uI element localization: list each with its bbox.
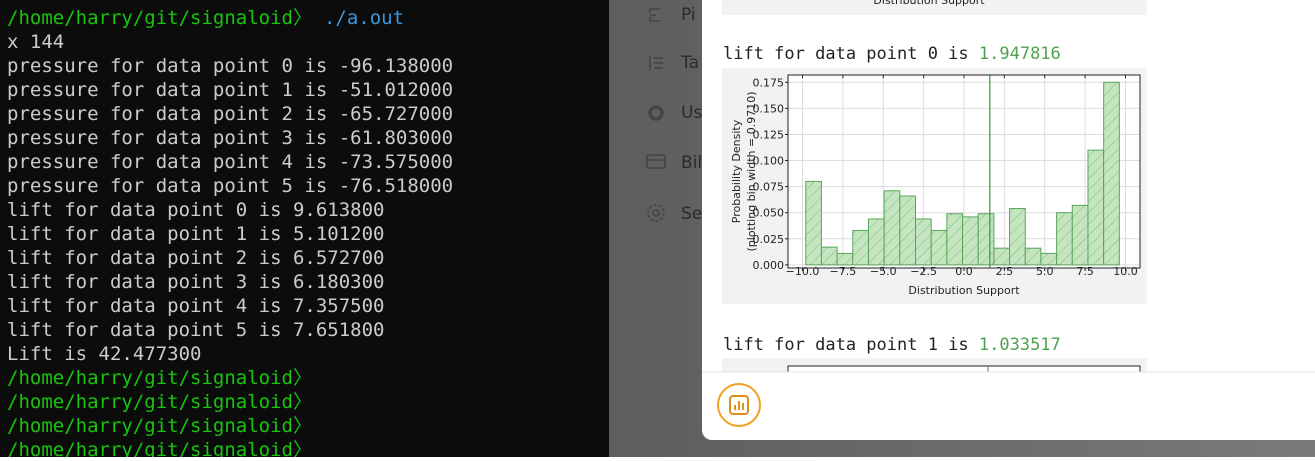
command: ./a.out <box>324 7 404 29</box>
sidebar-item[interactable]: Bil <box>681 153 702 173</box>
x-tick-label: 7.5 <box>1076 265 1094 278</box>
output-line: lift for data point 1 is 5.101200 <box>7 223 385 245</box>
result-line: lift for data point 1 is 1.033517 <box>723 335 1061 355</box>
prompt: /home/harry/git/signaloid〉 <box>7 439 312 457</box>
x-tick-label: −2.5 <box>910 265 937 278</box>
result-label: lift for data point 1 is <box>723 335 969 355</box>
sidebar-item[interactable]: Se <box>681 204 702 224</box>
histogram-bar <box>1071 204 1089 266</box>
x-tick-label: 10.0 <box>1113 265 1138 278</box>
output-line: pressure for data point 2 is -65.727000 <box>7 103 453 125</box>
output-line: lift for data point 4 is 7.357500 <box>7 295 385 317</box>
histogram-bar <box>867 218 885 266</box>
output-line: lift for data point 3 is 6.180300 <box>7 271 385 293</box>
terminal <box>0 0 609 457</box>
output-line: pressure for data point 5 is -76.518000 <box>7 175 453 197</box>
histogram-bar <box>977 213 995 266</box>
result-value: 1.947816 <box>979 44 1061 64</box>
y-axis-label: (plotting bin width = 0.9710) <box>745 91 758 251</box>
histogram-bar <box>1024 247 1042 266</box>
y-tick-label: 0.050 <box>753 207 785 220</box>
prompt: /home/harry/git/signaloid〉 <box>7 367 312 389</box>
y-tick-label: 0.075 <box>753 181 785 194</box>
x-axis-label: Distribution Support <box>908 284 1020 297</box>
histogram-bar <box>883 190 901 266</box>
chart-image <box>722 0 1147 15</box>
histogram-bar <box>946 213 964 266</box>
output-line: lift for data point 2 is 6.572700 <box>7 247 385 269</box>
result-line: lift for data point 0 is 1.947816 <box>723 44 1061 64</box>
histogram-bar <box>1087 149 1105 266</box>
y-axis-label: Probability Density <box>730 119 743 223</box>
output-line: lift for data point 5 is 7.651800 <box>7 319 385 341</box>
output-line: Lift is 42.477300 <box>7 343 201 365</box>
result-label: lift for data point 0 is <box>723 44 969 64</box>
prompt-line: /home/harry/git/signaloid〉 ./a.out <box>7 7 404 29</box>
output-line: lift for data point 0 is 9.613800 <box>7 199 385 221</box>
x-tick-label: −7.5 <box>830 265 857 278</box>
prompt: /home/harry/git/signaloid〉 <box>7 7 312 29</box>
x-tick-label: 2.5 <box>996 265 1014 278</box>
prompt: /home/harry/git/signaloid〉 <box>7 415 312 437</box>
histogram-bar <box>962 216 979 266</box>
scroll-area: Distribution Support lift for data point… <box>722 0 1147 372</box>
y-tick-label: 0.150 <box>753 102 785 115</box>
sidebar: Pi Ta Us Bil Se <box>646 5 702 224</box>
output-line: pressure for data point 1 is -51.012000 <box>7 79 453 101</box>
plot-frame <box>787 74 1141 269</box>
histogram-bar <box>993 247 1011 266</box>
x-tick-label: −5.0 <box>870 265 897 278</box>
y-tick-label: 0.125 <box>753 128 785 141</box>
histogram-bar <box>1040 252 1058 266</box>
result-value: 1.033517 <box>979 335 1061 355</box>
histogram-bar <box>852 229 869 266</box>
chart-button[interactable] <box>717 383 761 427</box>
prompt: /home/harry/git/signaloid〉 <box>7 391 312 413</box>
histogram-bar <box>820 246 838 266</box>
y-tick-label: 0.025 <box>753 233 785 246</box>
sidebar-item[interactable]: Ta <box>680 53 699 73</box>
histogram-bar <box>899 195 917 266</box>
output-line: pressure for data point 3 is -61.803000 <box>7 127 453 149</box>
sidebar-item[interactable]: Pi <box>681 5 696 25</box>
x-tick-label: 5.0 <box>1036 265 1054 278</box>
plot-frame <box>787 365 1141 372</box>
output-line: x 144 <box>7 31 64 53</box>
histogram-bar <box>1056 212 1073 266</box>
histogram-bar <box>1009 208 1026 266</box>
sidebar-item[interactable]: Us <box>681 103 702 123</box>
histogram-bar <box>836 252 854 266</box>
y-tick-label: 0.175 <box>753 76 785 89</box>
output-line: pressure for data point 4 is -73.575000 <box>7 151 453 173</box>
axis-label: Distribution Support <box>873 0 985 7</box>
output-line: pressure for data point 0 is -96.138000 <box>7 55 453 77</box>
x-tick-label: 0.0 <box>955 265 973 278</box>
y-tick-label: 0.100 <box>753 155 785 168</box>
histogram-bar <box>930 229 948 266</box>
histogram-bar <box>1103 81 1120 266</box>
y-tick-label: 0.000 <box>753 259 785 272</box>
histogram-bar <box>915 218 932 266</box>
histogram-bar <box>805 180 822 266</box>
x-tick-label: −10.0 <box>786 265 820 278</box>
histogram: −10.0 −7.5 −5.0 −2.5 0.0 2.5 5.0 7.5 10.0 0.000 0.… <box>730 74 1141 297</box>
